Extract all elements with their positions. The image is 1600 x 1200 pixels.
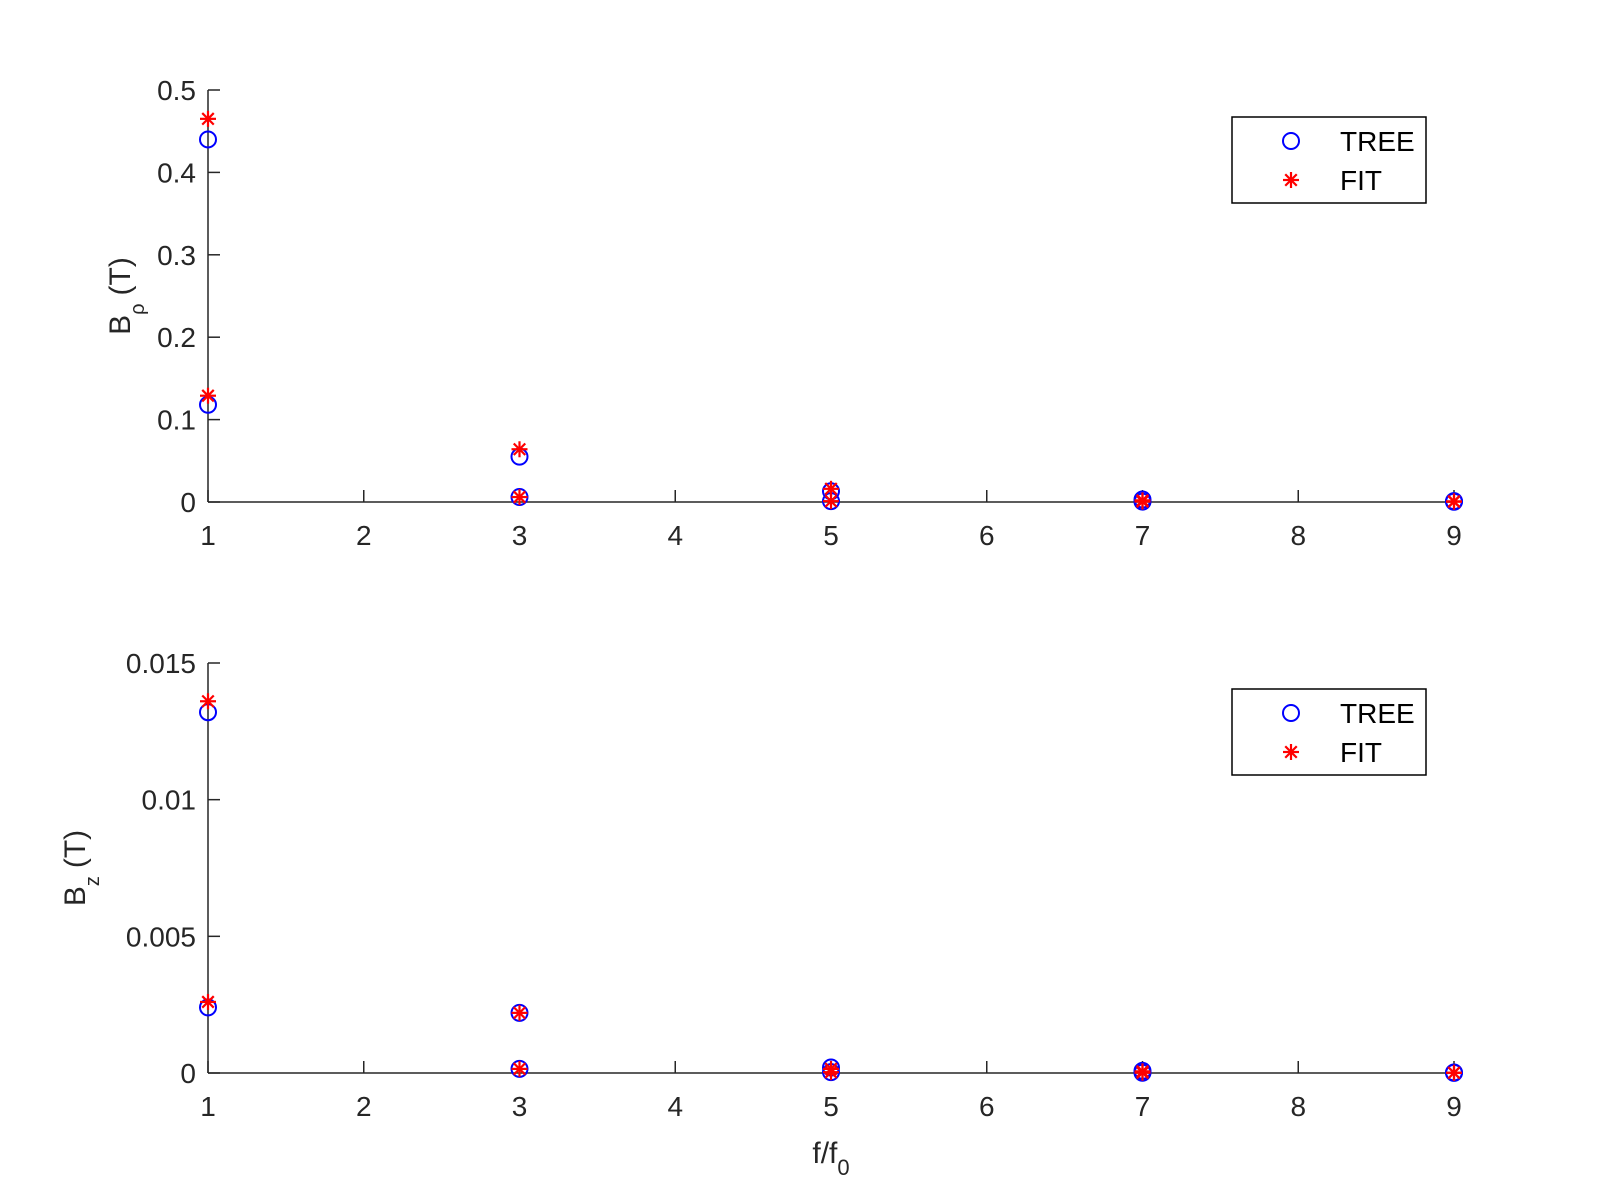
x-tick-label: 7 xyxy=(1135,520,1151,551)
legend-tree-marker xyxy=(1282,132,1300,150)
x-tick-label: 6 xyxy=(979,520,995,551)
legend-tree-marker xyxy=(1282,704,1300,722)
fit-point xyxy=(1134,1064,1151,1081)
x-tick-label: 3 xyxy=(512,520,528,551)
fit-point xyxy=(200,693,216,710)
x-tick-label: 6 xyxy=(979,1091,995,1122)
bottom-plot-b-z: 1 2 3 4 5 6 7 8 9 0 0.005 0.01 0.015 Bz(T) f/f0 TREE FIT xyxy=(59,648,1463,1180)
x-tick-label: 1 xyxy=(200,1091,216,1122)
x-tick-label: 4 xyxy=(667,1091,683,1122)
y-tick-label: 0.1 xyxy=(157,405,196,436)
legend-fit-marker xyxy=(1283,744,1299,760)
fit-point xyxy=(823,493,839,510)
y-axis-label: Bz(T) xyxy=(59,830,104,906)
x-tick-label: 2 xyxy=(356,520,372,551)
y-tick-label: 0 xyxy=(180,487,196,518)
fit-point xyxy=(823,480,839,497)
fit-point xyxy=(511,441,528,458)
y-axis-label: Bρ(T) xyxy=(104,257,149,335)
y-tick-label: 0.4 xyxy=(157,157,196,188)
x-tick-label: 3 xyxy=(512,1091,528,1122)
x-tick-label: 5 xyxy=(823,1091,839,1122)
fit-point xyxy=(1446,493,1462,510)
fit-point xyxy=(200,387,216,404)
fit-point xyxy=(1446,1064,1462,1081)
legend-entry-label: FIT xyxy=(1340,165,1382,196)
x-tick-label: 8 xyxy=(1290,520,1306,551)
fit-point xyxy=(511,489,528,506)
x-tick-label: 5 xyxy=(823,520,839,551)
fit-point xyxy=(823,1064,839,1081)
x-tick-label: 4 xyxy=(667,520,683,551)
x-tick-label: 8 xyxy=(1290,1091,1306,1122)
y-tick-label: 0.2 xyxy=(157,322,196,353)
top-plot-b-rho: 1 2 3 4 5 6 7 8 9 0 0.1 0.2 0.3 0.4 0.5 Bρ(T) TREE FIT xyxy=(104,75,1463,551)
legend-entry-label: FIT xyxy=(1340,737,1382,768)
legend-entry-label: TREE xyxy=(1340,698,1415,729)
x-tick-label: 7 xyxy=(1135,1091,1151,1122)
x-tick-label: 2 xyxy=(356,1091,372,1122)
y-tick-label: 0.5 xyxy=(157,75,196,106)
y-tick-label: 0.015 xyxy=(126,648,196,679)
x-tick-label: 9 xyxy=(1446,520,1462,551)
fit-point xyxy=(200,993,216,1010)
y-tick-label: 0.005 xyxy=(126,921,196,952)
fit-point xyxy=(511,1060,528,1077)
legend: TREE FIT xyxy=(1231,116,1427,204)
legend: TREE FIT xyxy=(1231,688,1427,776)
legend-box xyxy=(1231,116,1427,204)
fit-point xyxy=(200,110,216,127)
legend-entry-label: TREE xyxy=(1340,126,1415,157)
y-tick-label: 0.01 xyxy=(142,785,197,816)
x-axis-label: f/f0 xyxy=(812,1137,849,1180)
fit-point xyxy=(511,1004,528,1021)
x-tick-label: 1 xyxy=(200,520,216,551)
y-tick-label: 0 xyxy=(180,1058,196,1089)
x-tick-label: 9 xyxy=(1446,1091,1462,1122)
fit-point xyxy=(1134,493,1151,510)
legend-fit-marker xyxy=(1283,172,1299,188)
y-tick-label: 0.3 xyxy=(157,240,196,271)
tree-point xyxy=(199,130,217,149)
legend-box xyxy=(1231,688,1427,776)
